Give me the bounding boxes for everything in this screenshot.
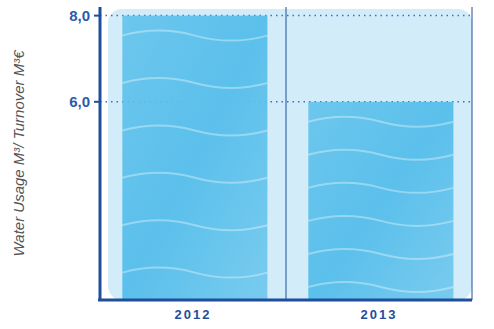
plot-background (108, 9, 472, 300)
y-axis-title: Water Usage M³/ Turnover M³€ (10, 50, 27, 257)
x-tick-label: 2013 (361, 307, 398, 322)
ripple (308, 282, 453, 292)
ripple (308, 183, 453, 193)
x-tick-label: 2012 (175, 307, 212, 322)
y-tick-label: 8,0 (69, 7, 90, 24)
ripple (308, 249, 453, 259)
ripple (122, 125, 267, 135)
ripple (122, 78, 267, 88)
category-separator (472, 7, 473, 300)
ripple (122, 173, 267, 183)
chart: 6,0 8,0 2012 2013 Water Usage M³/ Turnover M… (0, 0, 494, 329)
y-tick (94, 15, 100, 17)
y-axis (99, 7, 102, 300)
ripple (122, 220, 267, 230)
bar (122, 16, 267, 300)
y-tick-label: 6,0 (69, 93, 90, 110)
ripple (308, 150, 453, 160)
y-tick (94, 101, 100, 103)
ripple (122, 268, 267, 278)
bar (308, 102, 453, 300)
ripple (122, 31, 267, 41)
x-axis (98, 299, 472, 302)
ripple (308, 117, 453, 127)
category-separator (286, 7, 287, 300)
bars (122, 16, 453, 300)
ripple (308, 216, 453, 226)
